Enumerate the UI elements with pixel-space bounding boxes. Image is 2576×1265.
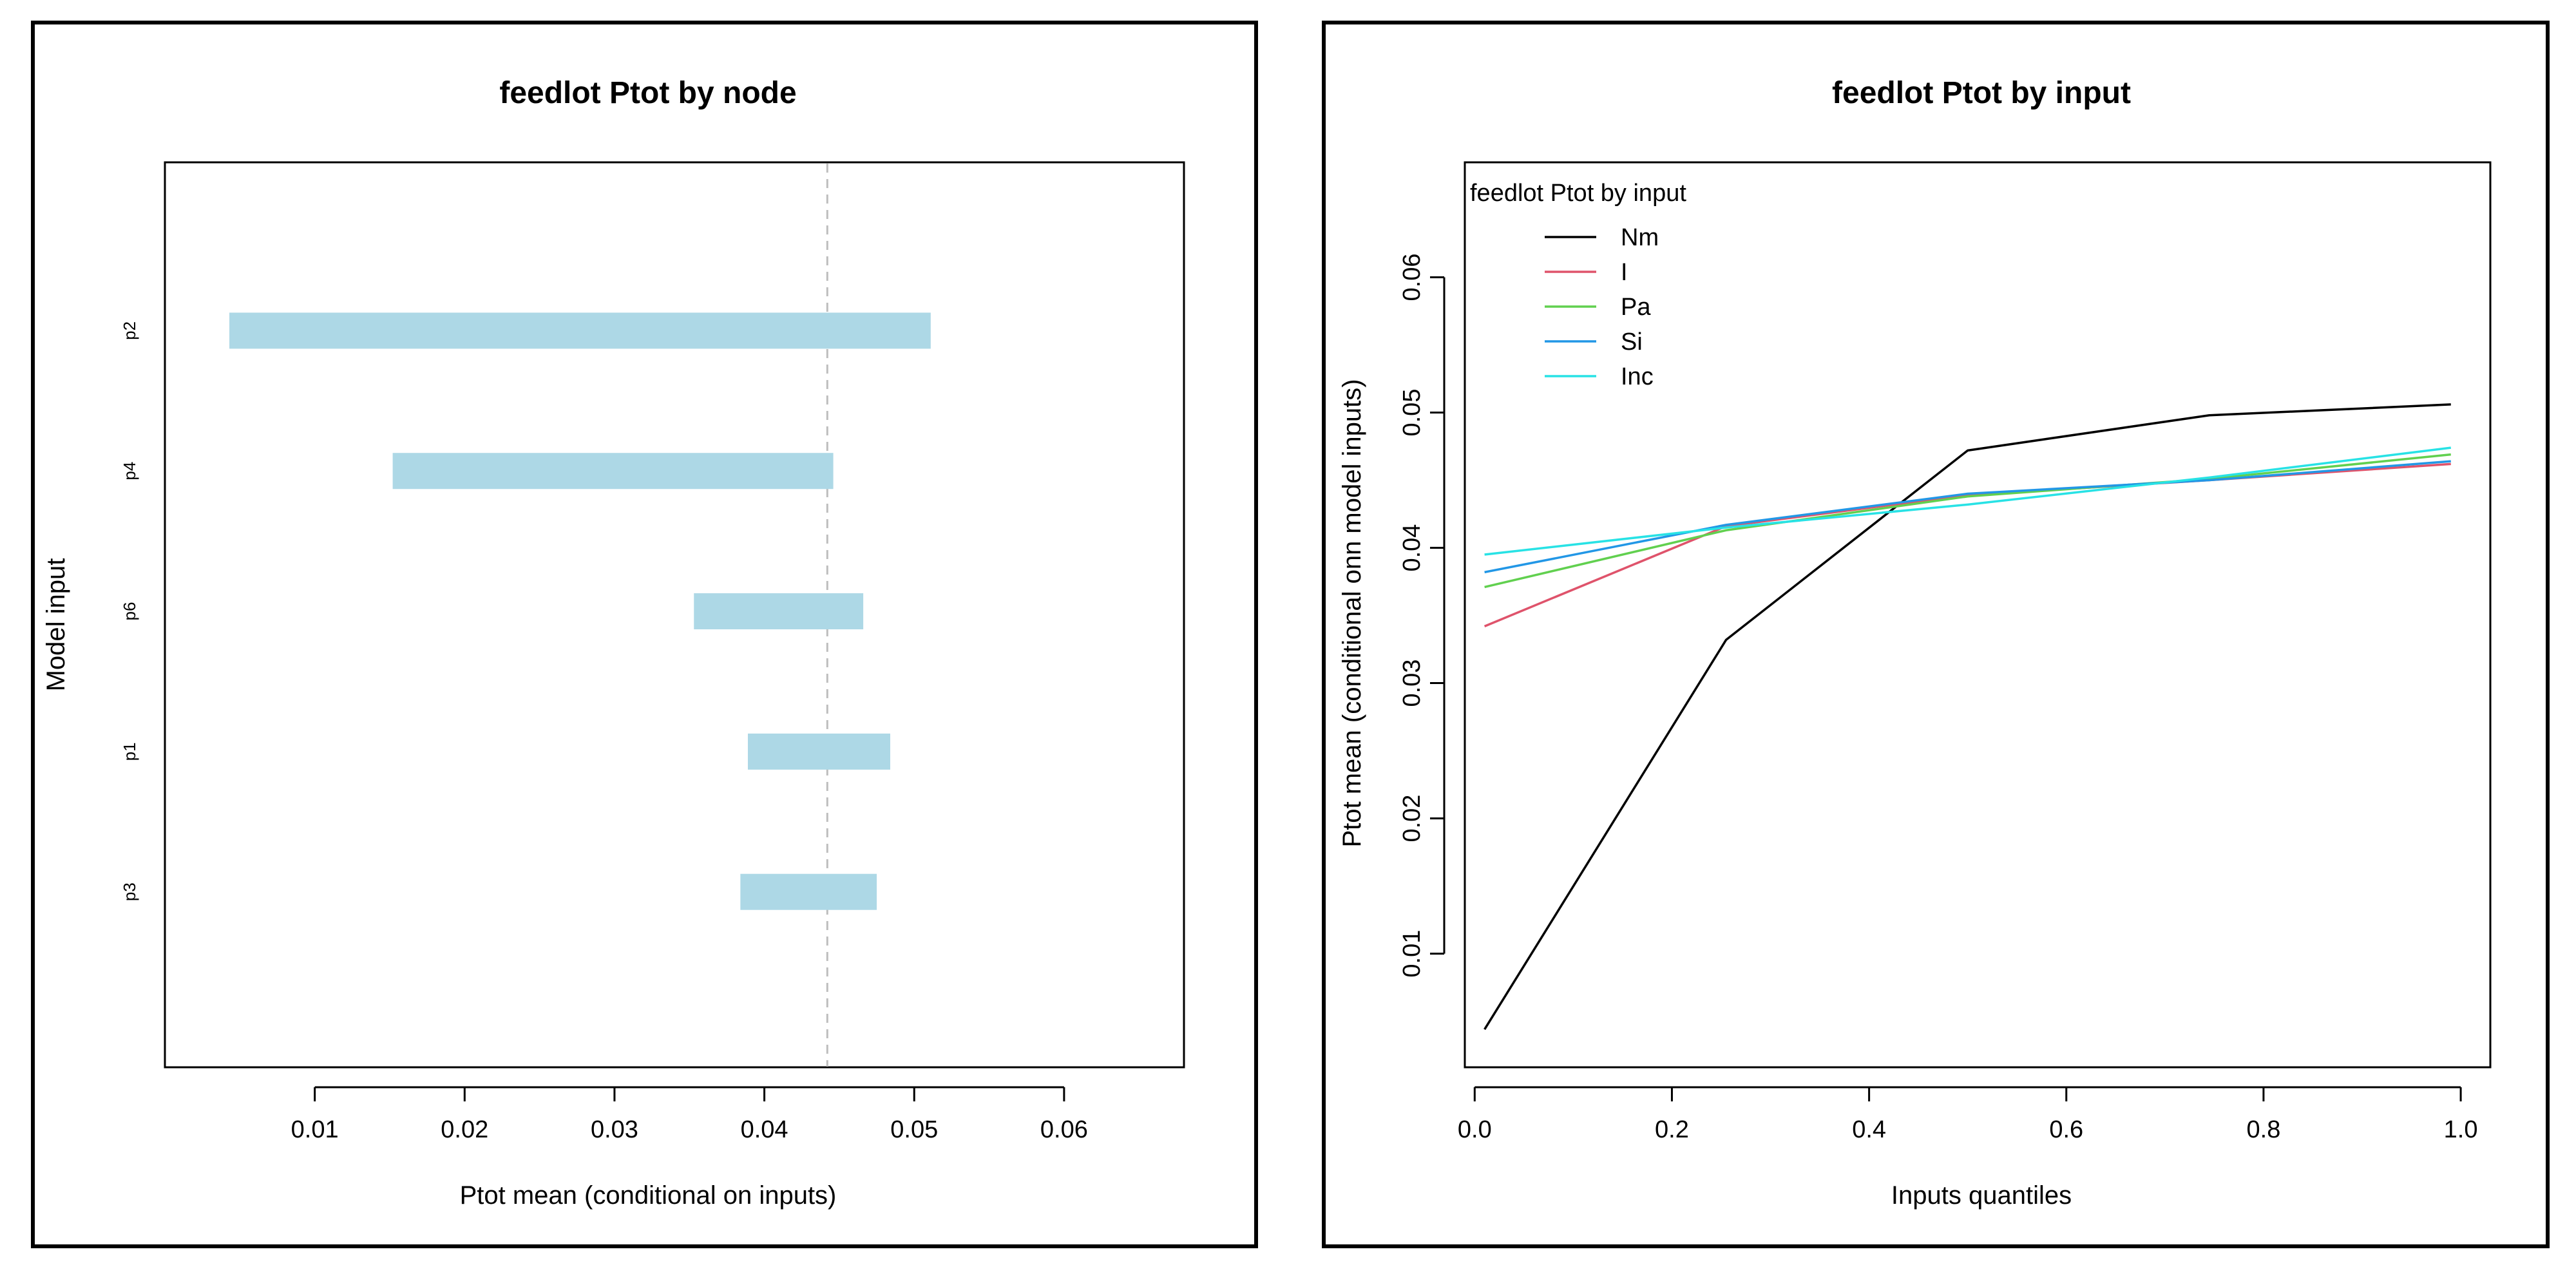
- x-tick-label: 0.4: [1852, 1116, 1886, 1143]
- x-tick-label: 1.0: [2444, 1116, 2478, 1143]
- y-tick-label: p1: [120, 742, 139, 761]
- y-tick-label: 0.03: [1398, 660, 1426, 707]
- series-line-inc: [1484, 446, 2451, 556]
- x-tick-label: 0.02: [441, 1116, 488, 1143]
- x-tick-label: 0.2: [1655, 1116, 1689, 1143]
- x-tick-label: 0.04: [741, 1116, 788, 1143]
- legend: feedlot Ptot by input Nm I Pa Si Inc: [1470, 180, 1686, 390]
- x-tick-label: 0.03: [591, 1116, 638, 1143]
- series-line-pa: [1484, 453, 2451, 589]
- range-bar-p6: [694, 593, 864, 630]
- right-chart-panel: feedlot Ptot by input 0.0 0.2 0.4 0.6 0.8 1.0…: [1322, 21, 2550, 1248]
- y-tick-label: 0.05: [1398, 389, 1426, 437]
- x-tick-label: 0.06: [1040, 1116, 1088, 1143]
- range-bar-p2: [229, 312, 931, 349]
- input-quantile-chart: feedlot Ptot by input 0.0 0.2 0.4 0.6 0.8 1.0…: [1338, 76, 2492, 1210]
- x-axis: 0.01 0.02 0.03 0.04 0.05 0.06: [291, 1086, 1088, 1143]
- x-tick-label: 0.0: [1458, 1116, 1492, 1143]
- range-bar-p1: [747, 733, 891, 770]
- y-tick-label: p3: [120, 882, 139, 901]
- legend-label-inc: Inc: [1621, 363, 1654, 390]
- y-tick-label: 0.01: [1398, 930, 1426, 978]
- series-line-nm: [1484, 403, 2451, 1031]
- y-tick-label: p2: [120, 321, 139, 340]
- left-chart-panel: feedlot Ptot by node p2 p4 p6 p1 p3 0.01 0.02…: [31, 21, 1258, 1248]
- plot-frame: [1464, 161, 2492, 1069]
- legend-label-nm: Nm: [1621, 224, 1659, 251]
- chart-title: feedlot Ptot by node: [499, 76, 796, 110]
- x-tick-label: 0.01: [291, 1116, 339, 1143]
- x-tick-label: 0.8: [2247, 1116, 2281, 1143]
- legend-title: feedlot Ptot by input: [1470, 180, 1686, 207]
- y-axis-label: Model input: [42, 558, 70, 692]
- legend-label-si: Si: [1621, 328, 1643, 356]
- x-tick-label: 0.05: [890, 1116, 938, 1143]
- x-axis-label: Ptot mean (conditional on inputs): [460, 1181, 837, 1210]
- legend-label-i: I: [1621, 259, 1628, 286]
- plot-frame: [164, 161, 1185, 1069]
- range-bar-p3: [740, 873, 877, 910]
- x-tick-label: 0.6: [2049, 1116, 2083, 1143]
- series-line-si: [1484, 460, 2451, 574]
- y-tick-label: 0.04: [1398, 524, 1426, 572]
- y-axis: 0.01 0.02 0.03 0.04 0.05 0.06: [1398, 254, 1445, 978]
- series-line-i: [1484, 462, 2451, 627]
- node-range-chart: feedlot Ptot by node p2 p4 p6 p1 p3 0.01 0.02…: [42, 76, 1185, 1210]
- x-axis-label: Inputs quantiles: [1891, 1181, 2072, 1210]
- bars-group: [229, 312, 931, 910]
- legend-label-pa: Pa: [1621, 294, 1651, 321]
- y-tick-label: 0.06: [1398, 254, 1426, 301]
- range-bar-p4: [392, 453, 834, 490]
- x-axis: 0.0 0.2 0.4 0.6 0.8 1.0: [1458, 1086, 2478, 1143]
- y-tick-labels: p2 p4 p6 p1 p3: [120, 321, 139, 901]
- y-tick-label: 0.02: [1398, 795, 1426, 842]
- y-tick-label: p6: [120, 602, 139, 621]
- y-axis-label: Ptot mean (conditional onn model inputs): [1338, 379, 1366, 847]
- y-tick-label: p4: [120, 462, 139, 480]
- chart-title: feedlot Ptot by input: [1832, 76, 2131, 110]
- series-lines: [1484, 403, 2451, 1031]
